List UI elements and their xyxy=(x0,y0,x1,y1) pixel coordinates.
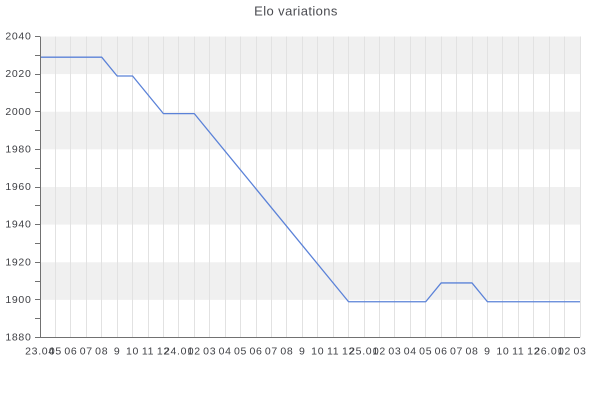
svg-text:08: 08 xyxy=(95,346,108,358)
svg-text:11: 11 xyxy=(327,346,339,358)
svg-text:07: 07 xyxy=(450,346,463,358)
svg-text:04: 04 xyxy=(219,346,232,358)
svg-text:1920: 1920 xyxy=(5,256,31,268)
svg-text:07: 07 xyxy=(80,346,93,358)
svg-text:12: 12 xyxy=(157,346,170,358)
svg-text:10: 10 xyxy=(311,346,324,358)
svg-text:02: 02 xyxy=(373,346,386,358)
svg-text:04: 04 xyxy=(404,346,417,358)
svg-text:05: 05 xyxy=(49,346,62,358)
svg-text:12: 12 xyxy=(342,346,355,358)
svg-text:Elo variations: Elo variations xyxy=(254,4,338,19)
svg-text:26.01: 26.01 xyxy=(534,346,564,358)
svg-text:1980: 1980 xyxy=(5,143,31,155)
svg-text:11: 11 xyxy=(512,346,524,358)
svg-text:03: 03 xyxy=(573,346,586,358)
svg-text:1940: 1940 xyxy=(5,219,31,231)
svg-text:10: 10 xyxy=(496,346,509,358)
svg-text:02: 02 xyxy=(188,346,201,358)
svg-text:05: 05 xyxy=(419,346,432,358)
svg-text:03: 03 xyxy=(203,346,216,358)
svg-text:06: 06 xyxy=(435,346,448,358)
svg-text:25.01: 25.01 xyxy=(349,346,379,358)
svg-text:9: 9 xyxy=(484,346,491,358)
svg-text:06: 06 xyxy=(64,346,77,358)
svg-text:06: 06 xyxy=(249,346,262,358)
svg-text:02: 02 xyxy=(558,346,571,358)
svg-text:23.04: 23.04 xyxy=(25,346,55,358)
svg-text:1960: 1960 xyxy=(5,181,31,193)
svg-text:9: 9 xyxy=(299,346,306,358)
svg-text:1900: 1900 xyxy=(5,294,31,306)
svg-text:24.01: 24.01 xyxy=(164,346,194,358)
svg-text:11: 11 xyxy=(142,346,154,358)
svg-text:2020: 2020 xyxy=(5,68,31,80)
svg-text:07: 07 xyxy=(265,346,278,358)
svg-text:08: 08 xyxy=(465,346,478,358)
svg-text:05: 05 xyxy=(234,346,247,358)
svg-text:08: 08 xyxy=(280,346,293,358)
svg-text:2000: 2000 xyxy=(5,106,31,118)
svg-text:12: 12 xyxy=(527,346,540,358)
svg-text:10: 10 xyxy=(126,346,139,358)
svg-text:1880: 1880 xyxy=(5,332,31,344)
svg-text:2040: 2040 xyxy=(5,31,31,43)
svg-text:03: 03 xyxy=(388,346,401,358)
svg-text:9: 9 xyxy=(114,346,121,358)
